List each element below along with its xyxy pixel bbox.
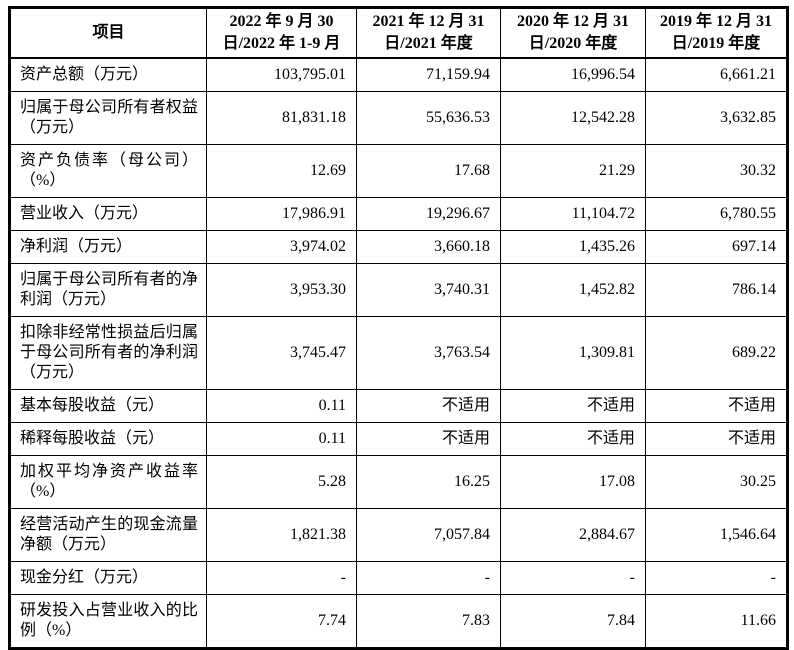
value-cell: -	[356, 561, 501, 595]
financial-summary-table: 项目 2022 年 9 月 30 日/2022 年 1-9 月 2021 年 1…	[8, 6, 789, 650]
table-row: 资产负债率（母公司）（%） 12.69 17.68 21.29 30.32	[9, 144, 788, 198]
item-label-cell: 营业收入（万元）	[9, 197, 207, 231]
item-label-cell: 净利润（万元）	[9, 230, 207, 264]
value-cell: 19,296.67	[356, 197, 501, 231]
value-cell: -	[206, 561, 357, 595]
value-cell: 1,435.26	[500, 230, 646, 264]
header-line-1: 2019 年 12 月 31	[659, 13, 772, 30]
value-cell: 697.14	[645, 230, 788, 264]
value-cell: 16.25	[356, 455, 501, 509]
table-row: 稀释每股收益（元） 0.11 不适用 不适用 不适用	[9, 422, 788, 456]
value-cell: 55,636.53	[356, 91, 501, 145]
value-cell: 3,953.30	[206, 263, 357, 317]
item-label-cell: 加权平均净资产收益率（%）	[9, 455, 207, 509]
value-cell: 12.69	[206, 144, 357, 198]
value-cell: 1,452.82	[500, 263, 646, 317]
column-header-2022: 2022 年 9 月 30 日/2022 年 1-9 月	[206, 7, 357, 59]
item-label-cell: 扣除非经常性损益后归属于母公司所有者的净利润（万元）	[9, 316, 207, 390]
value-cell: 1,821.38	[206, 508, 357, 562]
value-cell: 12,542.28	[500, 91, 646, 145]
value-cell: 3,745.47	[206, 316, 357, 390]
table-row: 归属于母公司所有者权益（万元） 81,831.18 55,636.53 12,542.…	[9, 91, 788, 145]
value-cell: 71,159.94	[356, 57, 501, 92]
header-line-2: 日/2020 年度	[528, 35, 618, 52]
value-cell: 17.08	[500, 455, 646, 509]
value-cell: 17,986.91	[206, 197, 357, 231]
value-cell: 2,884.67	[500, 508, 646, 562]
column-header-2020: 2020 年 12 月 31 日/2020 年度	[500, 7, 646, 59]
table-row: 资产总额（万元） 103,795.01 71,159.94 16,996.54 6,66…	[9, 57, 788, 92]
item-label-cell: 资产总额（万元）	[9, 57, 207, 92]
value-cell: 不适用	[356, 422, 501, 456]
value-cell: 1,546.64	[645, 508, 788, 562]
value-cell: -	[500, 561, 646, 595]
value-cell: 不适用	[500, 422, 646, 456]
value-cell: 7.74	[206, 594, 357, 649]
item-label-cell: 归属于母公司所有者权益（万元）	[9, 91, 207, 145]
table-row: 研发投入占营业收入的比例（%） 7.74 7.83 7.84 11.66	[9, 594, 788, 649]
value-cell: 1,309.81	[500, 316, 646, 390]
table-row: 营业收入（万元） 17,986.91 19,296.67 11,104.72 6,780…	[9, 197, 788, 231]
table-row: 加权平均净资产收益率（%） 5.28 16.25 17.08 30.25	[9, 455, 788, 509]
value-cell: 81,831.18	[206, 91, 357, 145]
table-row: 扣除非经常性损益后归属于母公司所有者的净利润（万元） 3,745.47 3,763.…	[9, 316, 788, 390]
item-label-cell: 现金分红（万元）	[9, 561, 207, 595]
item-label-cell: 经营活动产生的现金流量净额（万元）	[9, 508, 207, 562]
item-label-cell: 归属于母公司所有者的净利润（万元）	[9, 263, 207, 317]
value-cell: 3,740.31	[356, 263, 501, 317]
table-row: 基本每股收益（元） 0.11 不适用 不适用 不适用	[9, 389, 788, 423]
value-cell: 不适用	[645, 422, 788, 456]
header-line-2: 日/2022 年 1-9 月	[222, 35, 341, 52]
value-cell: 5.28	[206, 455, 357, 509]
value-cell: 689.22	[645, 316, 788, 390]
value-cell: 21.29	[500, 144, 646, 198]
table-row: 现金分红（万元） - - - -	[9, 561, 788, 595]
column-header-2019: 2019 年 12 月 31 日/2019 年度	[645, 7, 788, 59]
value-cell: 6,780.55	[645, 197, 788, 231]
header-line-1: 2021 年 12 月 31	[372, 13, 485, 30]
value-cell: 3,660.18	[356, 230, 501, 264]
value-cell: 7.83	[356, 594, 501, 649]
header-line-1: 2020 年 12 月 31	[516, 13, 629, 30]
value-cell: 30.25	[645, 455, 788, 509]
value-cell: 0.11	[206, 422, 357, 456]
column-header-item: 项目	[9, 7, 207, 59]
table-body: 资产总额（万元） 103,795.01 71,159.94 16,996.54 6,66…	[9, 57, 788, 649]
header-row: 项目 2022 年 9 月 30 日/2022 年 1-9 月 2021 年 1…	[9, 7, 788, 59]
table-row: 经营活动产生的现金流量净额（万元） 1,821.38 7,057.84 2,884.6…	[9, 508, 788, 562]
value-cell: 11,104.72	[500, 197, 646, 231]
value-cell: 3,974.02	[206, 230, 357, 264]
header-line-1: 2022 年 9 月 30	[229, 13, 334, 30]
table-row: 归属于母公司所有者的净利润（万元） 3,953.30 3,740.31 1,452.8…	[9, 263, 788, 317]
value-cell: 3,632.85	[645, 91, 788, 145]
column-header-2021: 2021 年 12 月 31 日/2021 年度	[356, 7, 501, 59]
value-cell: 7,057.84	[356, 508, 501, 562]
value-cell: -	[645, 561, 788, 595]
item-label-cell: 稀释每股收益（元）	[9, 422, 207, 456]
table-row: 净利润（万元） 3,974.02 3,660.18 1,435.26 697.14	[9, 230, 788, 264]
value-cell: 0.11	[206, 389, 357, 423]
value-cell: 16,996.54	[500, 57, 646, 92]
value-cell: 11.66	[645, 594, 788, 649]
value-cell: 103,795.01	[206, 57, 357, 92]
value-cell: 30.32	[645, 144, 788, 198]
value-cell: 3,763.54	[356, 316, 501, 390]
value-cell: 7.84	[500, 594, 646, 649]
item-label-cell: 资产负债率（母公司）（%）	[9, 144, 207, 198]
value-cell: 不适用	[645, 389, 788, 423]
item-label-cell: 基本每股收益（元）	[9, 389, 207, 423]
value-cell: 不适用	[356, 389, 501, 423]
header-line-2: 日/2019 年度	[671, 35, 761, 52]
value-cell: 786.14	[645, 263, 788, 317]
value-cell: 不适用	[500, 389, 646, 423]
header-line-2: 日/2021 年度	[384, 35, 473, 52]
value-cell: 6,661.21	[645, 57, 788, 92]
value-cell: 17.68	[356, 144, 501, 198]
item-label-cell: 研发投入占营业收入的比例（%）	[9, 594, 207, 649]
